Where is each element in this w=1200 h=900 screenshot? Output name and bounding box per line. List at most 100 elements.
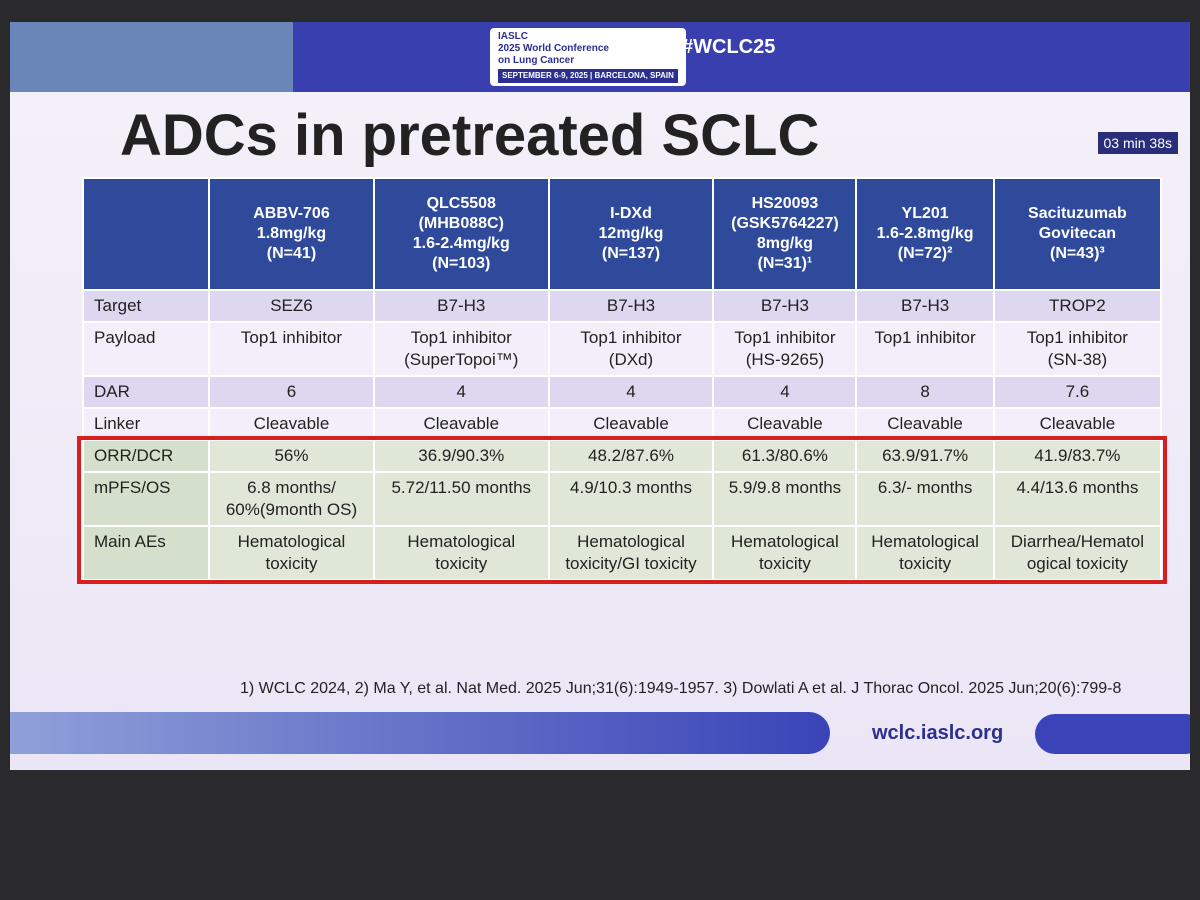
header-line: 8mg/kg: [756, 235, 813, 252]
column-header: I-DXd 12mg/kg (N=137): [547, 177, 715, 291]
table-cell: 41.9/83.7%: [992, 439, 1163, 473]
row-label: DAR: [82, 375, 210, 409]
header-line: YL201: [901, 205, 949, 222]
table-cell: Top1 inhibitor (SuperTopoi™): [372, 321, 550, 377]
cell-line: 41.9/83.7%: [1034, 446, 1121, 465]
cell-line: 63.9/91.7%: [882, 446, 969, 465]
table-cell: Hematological toxicity: [372, 525, 550, 581]
cell-line: Cleavable: [253, 414, 330, 433]
cell-line: 61.3/80.6%: [741, 446, 828, 465]
cell-line: Hematological: [407, 532, 516, 551]
table-cell: B7-H3: [372, 289, 550, 323]
table-cell: Top1 inhibitor: [855, 321, 995, 377]
column-header: HS20093 (GSK5764227) 8mg/kg (N=31)¹: [712, 177, 858, 291]
table-cell: Top1 inhibitor (SN-38): [992, 321, 1163, 377]
header-line: Sacituzumab: [1028, 205, 1127, 222]
cell-line: 7.6: [1065, 382, 1090, 401]
table-cell: B7-H3: [855, 289, 995, 323]
table-cell: B7-H3: [712, 289, 858, 323]
table-row: Target SEZ6 B7-H3 B7-H3 B7-H3 B7-H3 TROP2: [82, 289, 1163, 323]
table-cell: Hematological toxicity: [712, 525, 858, 581]
row-label: Payload: [82, 321, 210, 377]
cell-line: 5.72/11.50 months: [391, 478, 532, 497]
header-row: ABBV-706 1.8mg/kg (N=41) QLC5508 (MHB088C) 1.…: [82, 177, 1163, 291]
cell-line: Top1 inhibitor: [240, 328, 343, 347]
header-line: (N=41): [266, 245, 317, 262]
table-cell: Hematological toxicity: [208, 525, 375, 581]
table-cell: SEZ6: [208, 289, 375, 323]
cell-line: B7-H3: [901, 296, 950, 315]
table-cell: Cleavable: [992, 407, 1163, 441]
table-row: DAR 6 4 4 4 8 7.6: [82, 375, 1163, 409]
cell-line: B7-H3: [437, 296, 486, 315]
header-line: 1.8mg/kg: [256, 225, 327, 242]
cell-line: 6: [286, 382, 297, 401]
row-label: ORR/DCR: [82, 439, 210, 473]
header-line: (N=103): [432, 255, 491, 272]
cell-line: toxicity: [265, 554, 318, 573]
dates: SEPTEMBER 6-9, 2025 | BARCELONA, SPAIN: [498, 69, 678, 83]
table-cell: B7-H3: [547, 289, 715, 323]
slide: IASLC 2025 World Conference on Lung Canc…: [10, 22, 1190, 770]
table-row: mPFS/OS 6.8 months/60%(9month OS) 5.72/11.…: [82, 471, 1163, 527]
header-line: 12mg/kg: [598, 225, 664, 242]
header-line: (N=72)²: [897, 245, 953, 262]
header-line: (MHB088C): [418, 215, 504, 232]
table-cell: 4: [712, 375, 858, 409]
header-line: 1.6-2.8mg/kg: [876, 225, 974, 242]
cell-line: toxicity: [435, 554, 488, 573]
cell-line: 36.9/90.3%: [418, 446, 505, 465]
cell-line: ogical toxicity: [1026, 554, 1128, 573]
table-cell: Cleavable: [208, 407, 375, 441]
table-cell: 48.2/87.6%: [547, 439, 715, 473]
corner-cell: [82, 177, 210, 291]
cell-line: 5.9/9.8 months: [728, 478, 842, 497]
table-cell: 61.3/80.6%: [712, 439, 858, 473]
table-row: Payload Top1 inhibitor Top1 inhibitor (Supe…: [82, 321, 1163, 377]
cell-line: Top1 inhibitor: [410, 328, 512, 347]
cell-line: Hematological: [237, 532, 346, 551]
cell-line: 6.8 months/: [247, 478, 336, 497]
cell-line: SEZ6: [270, 296, 313, 315]
table-cell: Cleavable: [547, 407, 715, 441]
row-label: Main AEs: [82, 525, 210, 581]
row-label: Target: [82, 289, 210, 323]
header-line: (GSK5764227): [731, 215, 839, 232]
header-line: I-DXd: [610, 205, 652, 222]
cell-line: 4: [456, 382, 466, 401]
column-header: Sacituzumab Govitecan (N=43)³: [992, 177, 1163, 291]
footer-bar: [10, 712, 830, 754]
table-cell: 36.9/90.3%: [372, 439, 550, 473]
slide-title: ADCs in pretreated SCLC: [120, 103, 820, 168]
cell-line: (HS-9265): [745, 350, 825, 369]
cell-line: Cleavable: [423, 414, 500, 433]
table-cell: 5.72/11.50 months: [372, 471, 550, 527]
cell-line: 8: [920, 382, 930, 401]
column-header: YL201 1.6-2.8mg/kg (N=72)²: [855, 177, 995, 291]
table-cell: 8: [855, 375, 995, 409]
footer-bar: [1035, 714, 1190, 754]
url: wclc.iaslc.org: [872, 722, 1004, 744]
table-cell: Top1 inhibitor (DXd): [547, 321, 715, 377]
header-line: QLC5508: [426, 195, 496, 212]
timer: 03 min 38s: [1097, 132, 1178, 154]
header-line: (N=137): [601, 245, 661, 262]
table-cell: Top1 inhibitor: [208, 321, 375, 377]
header-line: (N=43)³: [1050, 245, 1105, 262]
table-cell: Top1 inhibitor (HS-9265): [712, 321, 858, 377]
table-cell: Hematological toxicity: [855, 525, 995, 581]
table-cell: 7.6: [992, 375, 1163, 409]
table-cell: 4: [372, 375, 550, 409]
conference-line: 2025 World Conference: [498, 43, 609, 54]
cell-line: Top1 inhibitor: [734, 328, 836, 347]
table-cell: 5.9/9.8 months: [712, 471, 858, 527]
cell-line: 6.3/- months: [877, 478, 973, 497]
column-header: ABBV-706 1.8mg/kg (N=41): [208, 177, 375, 291]
conference-line: on Lung Cancer: [498, 55, 575, 66]
cell-line: toxicity: [899, 554, 952, 573]
table-cell: 56%: [208, 439, 375, 473]
table-row: Main AEs Hematological toxicity Hematologic…: [82, 525, 1163, 581]
cell-line: Cleavable: [593, 414, 669, 433]
table-cell: Diarrhea/Hematol ogical toxicity: [992, 525, 1163, 581]
